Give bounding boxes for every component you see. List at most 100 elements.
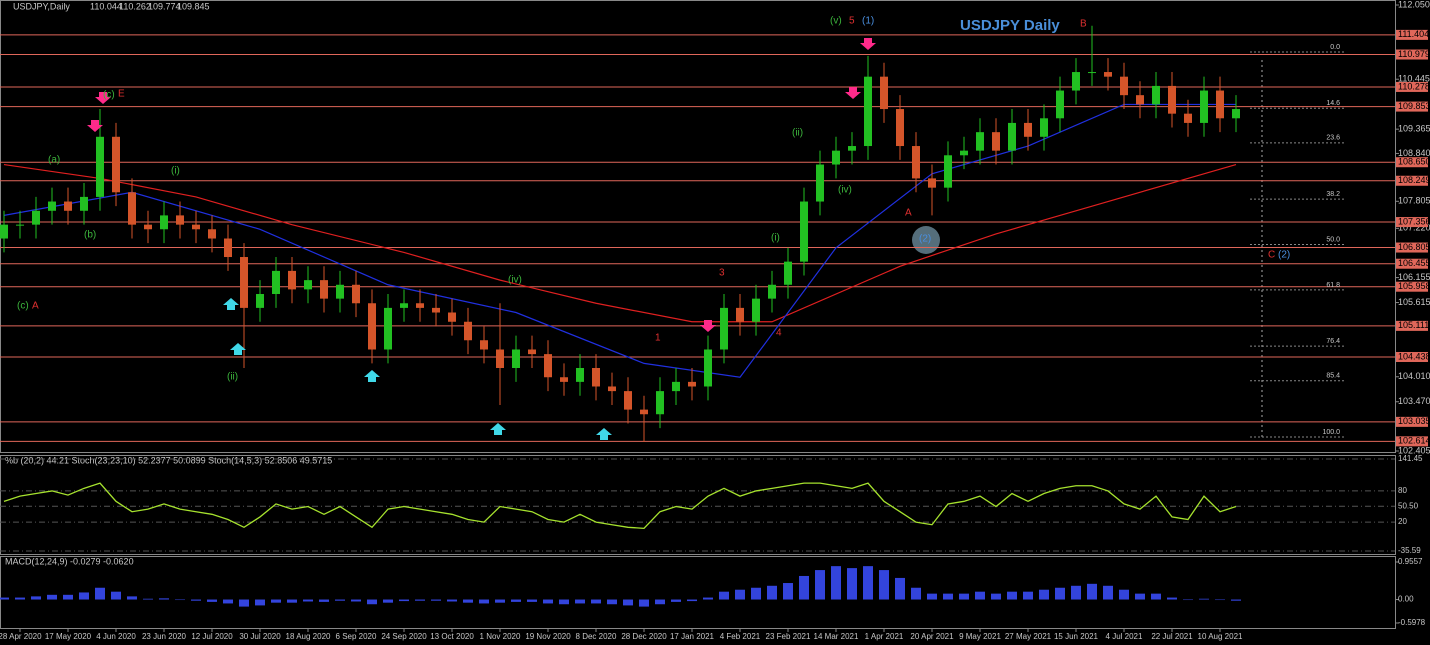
candle-body [400, 303, 408, 308]
stoch-line [3, 482, 1237, 530]
level-label: 109.853 [1398, 101, 1430, 111]
x-tick-label: 18 Aug 2020 [286, 632, 331, 641]
macd-bar [15, 597, 25, 600]
candle-body [0, 224, 8, 239]
candle-body [688, 381, 696, 387]
macd-bar [1103, 585, 1113, 600]
x-tick-label: 4 Jul 2021 [1106, 632, 1143, 641]
wave-label: (ii) [227, 372, 238, 383]
y-tick-label: 112.050 [1398, 0, 1430, 9]
fib-label: 85.4 [1326, 373, 1340, 380]
wave-label: (v) [830, 16, 842, 27]
level-label: 110.278 [1398, 81, 1430, 91]
macd-bar [1055, 587, 1065, 600]
wave-label: (1) [862, 16, 874, 27]
wave-label: (ii) [792, 128, 803, 139]
moving-average [3, 163, 1237, 323]
macd-bar [959, 593, 969, 600]
macd-bar [911, 587, 921, 600]
x-tick-label: 30 Jul 2020 [239, 632, 281, 641]
candle-body [672, 381, 680, 392]
ohlc-close: 109.845 [177, 1, 210, 11]
candle-body [848, 146, 856, 151]
x-tick-label: 9 May 2021 [959, 632, 1001, 641]
candle-body [464, 321, 472, 341]
arrow-down [87, 120, 103, 132]
level-label-box [1396, 242, 1428, 253]
candle-body [624, 391, 632, 410]
macd-bar [895, 577, 905, 600]
x-tick-label: 28 Dec 2020 [621, 632, 667, 641]
macd-bar [431, 599, 441, 601]
candle-body [800, 201, 808, 262]
macd-bar [63, 594, 73, 600]
macd-bar [751, 587, 761, 600]
macd-bar [1039, 589, 1049, 600]
level-label-box [1396, 49, 1428, 60]
candle-body [112, 136, 120, 193]
stoch-header: %b (20,2) 44.21 Stoch(23,23,10) 52.2377 … [5, 455, 332, 465]
macd-bar [1071, 585, 1081, 600]
wave-label: (i) [171, 166, 180, 177]
x-tick-label: 17 May 2020 [45, 632, 92, 641]
level-label: 103.035 [1398, 416, 1430, 426]
macd-bar [127, 596, 137, 600]
candle-body [768, 284, 776, 299]
arrow-down [95, 92, 111, 104]
macd-bar [367, 599, 377, 605]
candle-body [336, 284, 344, 299]
candle-body [1200, 90, 1208, 123]
macd-bar [783, 583, 793, 600]
macd-bar [111, 591, 121, 600]
macd-bar [975, 591, 985, 600]
y-tick-label: 105.615 [1398, 297, 1430, 307]
macd-bar [799, 575, 809, 600]
macd-bar [863, 566, 873, 600]
macd-bar [463, 599, 473, 603]
candle-body [1088, 72, 1096, 74]
ohlc-open: 110.044 [90, 1, 122, 11]
level-label: 107.356 [1398, 216, 1430, 226]
wave-label: E [118, 89, 125, 100]
wave-label: (c) [103, 90, 115, 101]
macd-bar [191, 599, 201, 601]
macd-bar [1087, 583, 1097, 600]
candle-body [560, 377, 568, 382]
macd-bar [239, 599, 249, 607]
candle-body [48, 201, 56, 211]
macd-bar [159, 598, 169, 600]
fib-label: 50.0 [1326, 236, 1340, 243]
macd-bar [767, 585, 777, 600]
level-label-box [1396, 157, 1428, 168]
stoch-tick-label: 141.45 [1398, 454, 1423, 463]
x-tick-label: 12 Jul 2020 [191, 632, 233, 641]
macd-bar [511, 599, 521, 602]
macd-bar [79, 592, 89, 600]
arrow-up [596, 428, 612, 440]
macd-bar [1167, 597, 1177, 600]
macd-bar [447, 599, 457, 602]
candle-body [480, 340, 488, 350]
macd-bar [1119, 589, 1129, 600]
level-label-box [1396, 281, 1428, 292]
wave-label: (i) [771, 233, 780, 244]
x-tick-label: 4 Feb 2021 [720, 632, 761, 641]
candle-body [1136, 95, 1144, 105]
candle-body [352, 284, 360, 304]
macd-bar [815, 570, 825, 600]
candle-body [608, 386, 616, 392]
arrow-up [230, 343, 246, 355]
ohlc-low: 109.774 [148, 1, 181, 11]
level-label-box [1396, 29, 1428, 40]
level-label-box [1396, 436, 1428, 447]
macd-bar [319, 599, 329, 602]
wave-label: A [32, 301, 39, 312]
macd-bar [847, 568, 857, 600]
macd-bar [703, 597, 713, 600]
wave-label: (iv) [508, 275, 522, 286]
fib-label: 76.4 [1326, 338, 1340, 345]
arrow-up [364, 370, 380, 382]
x-tick-label: 23 Jun 2020 [142, 632, 187, 641]
